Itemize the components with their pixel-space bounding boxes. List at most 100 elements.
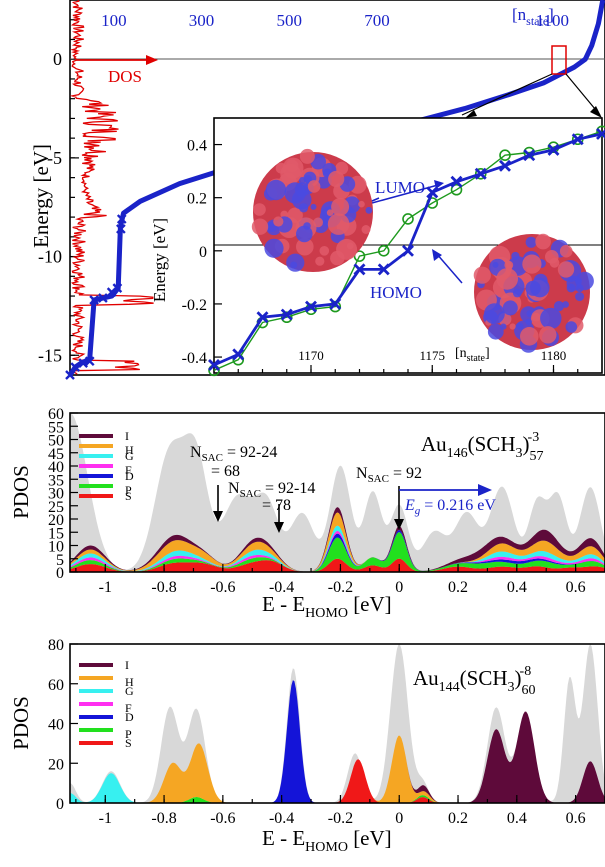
- inset-ytick-label: 0.2: [187, 191, 207, 208]
- panel-a-top-tick-label: 1100: [536, 11, 569, 30]
- inset-green-series: [213, 130, 603, 371]
- panel-a-top-tick-label: 300: [189, 11, 215, 30]
- orbital-lobe: [557, 261, 575, 278]
- homo-orbital-image: [473, 233, 594, 353]
- orbital-lobe: [566, 283, 576, 293]
- homo-arrow-head: [432, 249, 442, 261]
- inset-green-point: [596, 125, 605, 138]
- inset-blue-point: [571, 133, 584, 146]
- inset-green-point: [499, 149, 511, 161]
- xtick-label: -0.8: [151, 810, 176, 827]
- state-marker: [78, 358, 89, 369]
- state-marker: [65, 370, 75, 380]
- ytick-label: 60: [48, 677, 64, 694]
- ytick-label: 40: [48, 459, 64, 476]
- orbital-lobe: [319, 246, 330, 256]
- orbital-lobe: [290, 261, 298, 269]
- xtick-label: -0.4: [269, 810, 294, 827]
- orbital-lobe: [562, 301, 569, 308]
- inset-ytick-label: 0: [199, 244, 207, 261]
- orbital-lobe: [296, 237, 314, 256]
- orbital-lobe: [575, 292, 585, 302]
- orbital-lobe: [575, 271, 594, 291]
- homo-label: HOMO: [370, 283, 422, 302]
- orbital-lobe: [328, 170, 345, 188]
- pdos-area-G: [70, 525, 605, 572]
- inset-ytick-label: 0.4: [187, 138, 207, 155]
- state-marker: [70, 362, 81, 372]
- orbital-lobe: [251, 218, 269, 235]
- inset-ytick-label: -0.4: [182, 350, 207, 367]
- top-axis-label: [nstate]: [512, 5, 554, 28]
- inset-green-point: [280, 311, 293, 324]
- inset-blue-point: [305, 300, 317, 313]
- eg-annotation: Eg = 0.216 eV: [404, 497, 496, 517]
- orbital-lobe: [326, 209, 334, 216]
- ytick-label: 30: [48, 486, 64, 503]
- legend-label-P: P: [125, 483, 132, 497]
- inset-ylabel: Energy [eV]: [150, 218, 169, 302]
- legend-label-H: H: [125, 443, 134, 457]
- panel-a-top-ticks: 100 300 500 700 1100: [101, 11, 569, 30]
- legend-label-H: H: [125, 675, 134, 689]
- panel-a-ytick-label: 0: [53, 49, 62, 69]
- legend-label-I: I: [125, 658, 129, 672]
- pdos-area-H: [70, 512, 605, 572]
- orbital-lobe: [473, 266, 491, 284]
- inset-blue-point: [280, 308, 293, 321]
- dos-arrow-head: [146, 55, 158, 65]
- legend-label-G: G: [125, 684, 134, 698]
- lumo-label: LUMO: [375, 178, 425, 197]
- panel-c-ylabel: PDOS: [9, 696, 33, 750]
- inset-blue-point: [426, 186, 439, 199]
- inset-blue-point: [329, 297, 342, 310]
- legend-label-D: D: [125, 469, 134, 483]
- state-marker: [84, 356, 95, 367]
- panel-a-ytick-label: -15: [38, 345, 62, 365]
- zoom-arrow-left: [465, 110, 477, 118]
- orbital-lobe: [553, 301, 565, 312]
- panel-a-top-tick-label: 700: [364, 11, 390, 30]
- xtick-label: -0.6: [210, 579, 235, 596]
- ytick-label: 20: [48, 756, 64, 773]
- panel-pdos-au146: -1 -0.8 -0.6 -0.4 -0.2 0 0.2 0.4 0.6051015202530…: [9, 406, 605, 621]
- orbital-lobe: [504, 260, 514, 270]
- orbital-lobe: [361, 225, 371, 234]
- orbital-lobe: [500, 323, 507, 330]
- orbital-lobe: [310, 203, 317, 210]
- orbital-lobe: [327, 213, 350, 235]
- orbital-lobe: [299, 148, 315, 164]
- orbital-lobe: [525, 318, 532, 326]
- nsac-arrow-1-head: [213, 511, 223, 522]
- xtick-label: 0: [395, 810, 403, 827]
- panel-a-top-tick-label: 100: [101, 11, 127, 30]
- legend-label-G: G: [125, 449, 134, 463]
- orbital-lobe: [565, 321, 578, 333]
- legend-label-S: S: [125, 489, 132, 503]
- panel-b-ticks: -1 -0.8 -0.6 -0.4 -0.2 0 0.2 0.4 0.6051015202530…: [48, 406, 605, 596]
- legend-label-I: I: [125, 429, 129, 443]
- inset-blue-point: [353, 263, 366, 276]
- inset-blue-points: [208, 127, 605, 372]
- ytick-label: 80: [48, 637, 64, 654]
- xtick-label: 0.2: [448, 810, 468, 827]
- inset-xtick-label: 1175: [419, 348, 445, 363]
- orbital-lobe: [358, 200, 365, 208]
- orbital-lobe: [559, 244, 573, 258]
- panel-a-ylabel: Energy [eV]: [29, 144, 53, 248]
- xtick-label: 0.6: [566, 810, 586, 827]
- ytick-label: 5: [56, 552, 64, 569]
- inset-blue-point: [499, 159, 511, 172]
- nsac-annotation-2b: = 78: [262, 497, 291, 514]
- orbital-lobe: [502, 300, 518, 316]
- legend-label-D: D: [125, 710, 134, 724]
- orbital-lobe: [511, 251, 520, 261]
- inset-ytick-label: -0.2: [182, 297, 207, 314]
- panel-a-ytick-label: -5: [47, 148, 62, 168]
- state-marker: [106, 287, 117, 297]
- inset-green-point: [474, 167, 487, 180]
- state-marker: [116, 224, 126, 234]
- state-marker: [116, 214, 127, 224]
